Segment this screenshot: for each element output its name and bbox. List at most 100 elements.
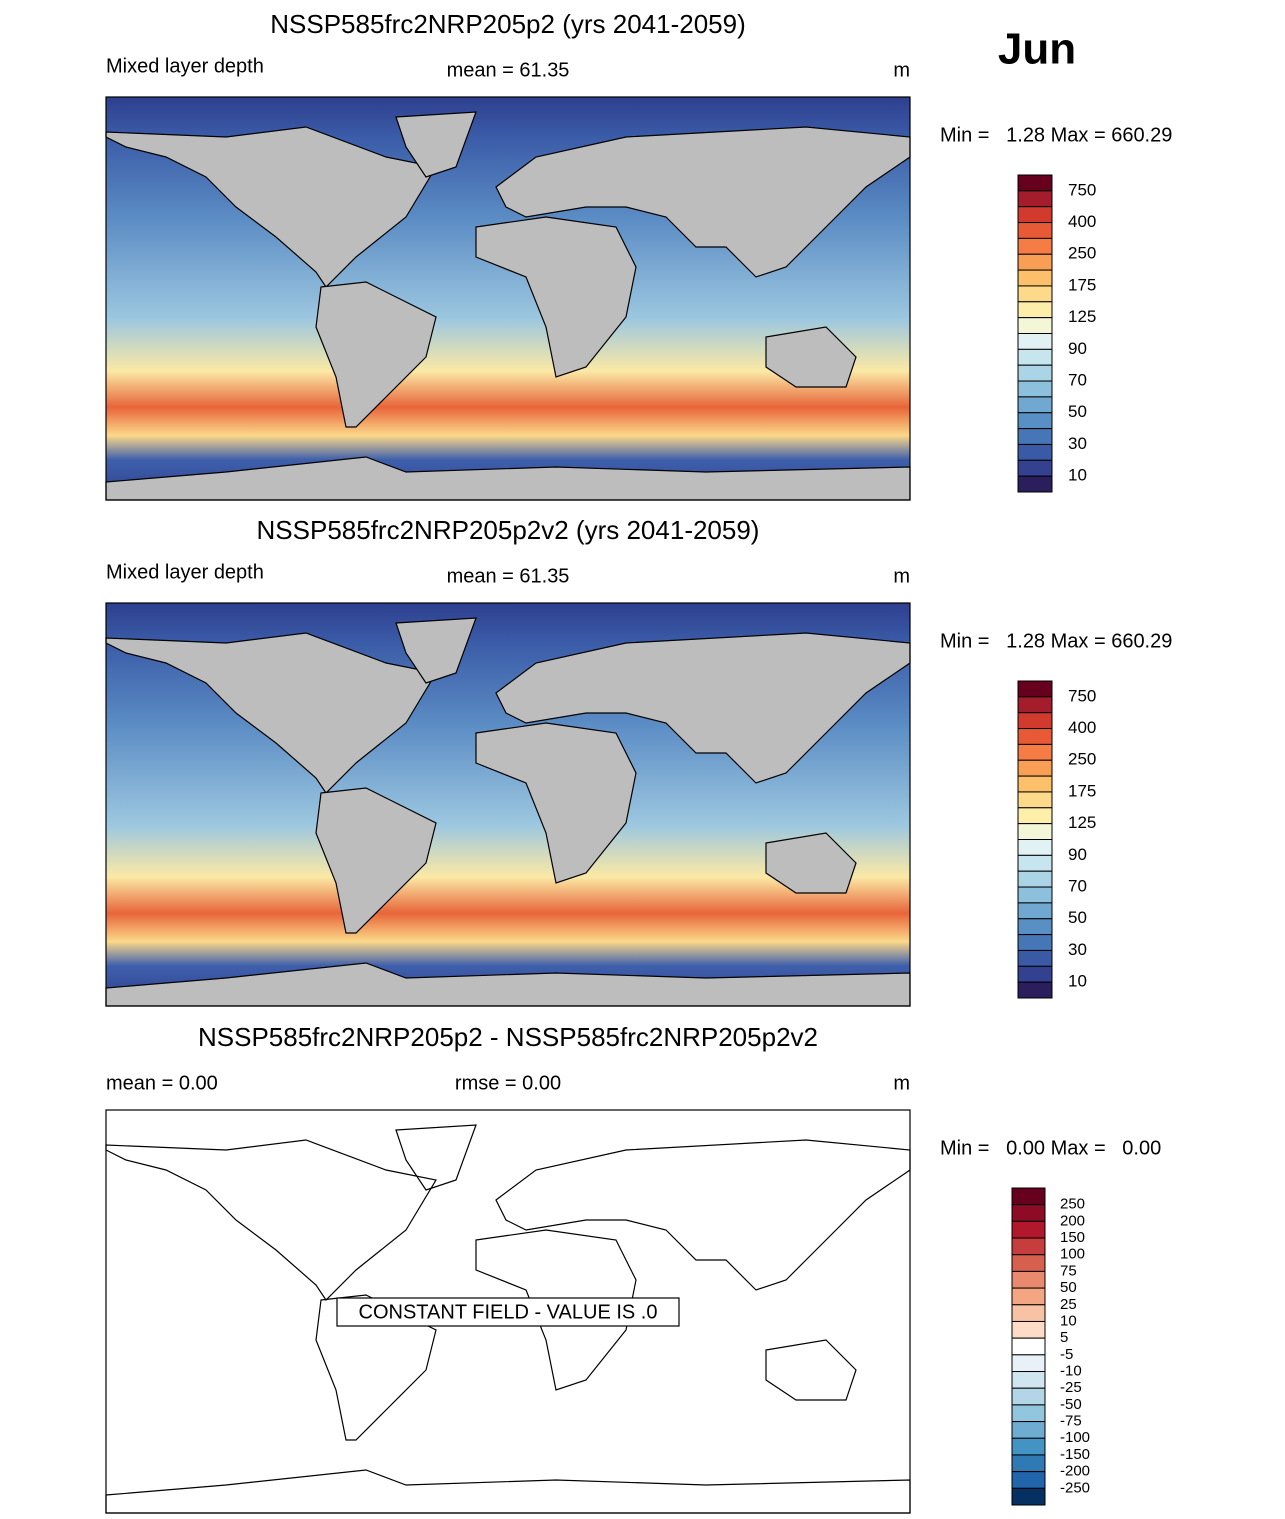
colorbar-box (1017, 364, 1053, 382)
colorbar-box (1011, 1304, 1046, 1322)
colorbar-box (1011, 1454, 1046, 1473)
colorbar-box (1017, 918, 1053, 936)
colorbar-box (1017, 775, 1053, 793)
colorbar-label: -5 (1060, 1346, 1073, 1363)
colorbar-box (1017, 412, 1053, 430)
colorbar-box (1011, 1220, 1046, 1239)
colorbar-label: 90 (1068, 845, 1087, 864)
colorbar-box (1017, 759, 1053, 777)
colorbar-box (1017, 712, 1053, 730)
map-frame (105, 602, 911, 1007)
map (105, 96, 911, 501)
left-label: mean = 0.00 (106, 1072, 218, 1094)
colorbar-label: -150 (1060, 1446, 1090, 1463)
colorbar-box (1017, 253, 1053, 271)
colorbar-box (1017, 206, 1053, 224)
colorbar-box (1017, 396, 1053, 414)
colorbar-label: 250 (1068, 750, 1096, 769)
colorbar-box (1017, 285, 1053, 303)
colorbar-box (1017, 854, 1053, 872)
colorbar-box (1017, 839, 1053, 856)
colorbar-label: -50 (1060, 1396, 1082, 1413)
colorbar-label: 125 (1068, 307, 1096, 326)
units-label: m (893, 565, 910, 587)
colorbar-label: 50 (1068, 908, 1087, 927)
colorbar-box (1017, 475, 1053, 493)
colorbar-label: 250 (1060, 1196, 1085, 1213)
colorbar-box (1017, 728, 1053, 745)
colorbar-box (1011, 1371, 1046, 1389)
colorbar-label: 10 (1068, 466, 1087, 485)
colorbar-label: 25 (1060, 1296, 1077, 1313)
min-max-label: Min = 0.00 Max = 0.00 (940, 1137, 1161, 1159)
colorbar-box (1017, 870, 1053, 888)
center-label: mean = 61.35 (447, 565, 570, 587)
colorbar-box (1017, 680, 1053, 698)
colorbar-box (1017, 807, 1053, 825)
colorbar-box (1011, 1270, 1046, 1289)
colorbar-box (1017, 459, 1053, 477)
min-max-label: Min = 1.28 Max = 660.29 (940, 124, 1172, 146)
units-label: m (893, 1072, 910, 1094)
colorbar-label: 70 (1068, 371, 1087, 390)
annotation-box (336, 1297, 680, 1327)
colorbar-label: 10 (1068, 972, 1087, 991)
colorbar-box (1011, 1187, 1046, 1206)
colorbar-label: 150 (1060, 1229, 1085, 1246)
colorbar-box (1017, 823, 1053, 841)
colorbar-label: 70 (1068, 877, 1087, 896)
colorbar-label: -100 (1060, 1429, 1090, 1446)
colorbar-box (1017, 443, 1053, 461)
colorbar-label: 125 (1068, 813, 1096, 832)
map-frame (105, 1109, 911, 1514)
colorbar-box (1011, 1287, 1046, 1306)
colorbar-box (1017, 791, 1053, 809)
colorbar-box (1017, 174, 1053, 192)
colorbar-box (1011, 1437, 1046, 1456)
colorbar-box (1011, 1487, 1046, 1506)
panel-title: NSSP585frc2NRP205p2v2 (yrs 2041-2059) (257, 515, 760, 545)
left-label: Mixed layer depth (106, 55, 264, 77)
units-label: m (893, 59, 910, 81)
colorbar-box (1011, 1320, 1046, 1339)
colorbar-label: 175 (1068, 781, 1096, 800)
colorbar-box (1017, 965, 1053, 983)
month-label: Jun (998, 25, 1076, 74)
colorbar-box (1017, 190, 1053, 208)
colorbar-label: 50 (1060, 1279, 1077, 1296)
colorbar-box (1011, 1254, 1046, 1272)
colorbar-box (1017, 348, 1053, 366)
map-frame (105, 96, 911, 501)
annotation: CONSTANT FIELD - VALUE IS .0 (359, 1301, 658, 1323)
colorbar-box (1017, 333, 1053, 350)
colorbar-label: 400 (1068, 212, 1096, 231)
colorbar-box (1017, 743, 1053, 761)
colorbar-box (1011, 1204, 1046, 1222)
colorbar-box (1011, 1471, 1046, 1489)
left-label: Mixed layer depth (106, 561, 264, 583)
colorbar-label: 175 (1068, 275, 1096, 294)
colorbar-label: -250 (1060, 1479, 1090, 1496)
colorbar-box (1017, 269, 1053, 287)
map (105, 602, 911, 1007)
colorbar-box (1017, 949, 1053, 967)
panel-title: NSSP585frc2NRP205p2 (yrs 2041-2059) (270, 9, 745, 39)
colorbar-box (1011, 1237, 1046, 1256)
panel-title: NSSP585frc2NRP205p2 - NSSP585frc2NRP205p… (198, 1022, 818, 1052)
colorbar-box (1017, 934, 1053, 951)
colorbar-label: -200 (1060, 1463, 1090, 1480)
min-max-label: Min = 1.28 Max = 660.29 (940, 630, 1172, 652)
colorbar-box (1017, 696, 1053, 714)
center-label: mean = 61.35 (447, 59, 570, 81)
colorbar-label: 750 (1068, 180, 1096, 199)
colorbar-label: 750 (1068, 686, 1096, 705)
colorbar-box (1017, 301, 1053, 319)
colorbar-box (1011, 1421, 1046, 1439)
colorbar-box (1017, 222, 1053, 239)
colorbar-label: 90 (1068, 339, 1087, 358)
colorbar-label: 75 (1060, 1262, 1077, 1279)
colorbar-box (1017, 902, 1053, 920)
colorbar-label: -25 (1060, 1379, 1082, 1396)
colorbar-label: -10 (1060, 1362, 1082, 1379)
colorbar-box (1011, 1387, 1046, 1406)
